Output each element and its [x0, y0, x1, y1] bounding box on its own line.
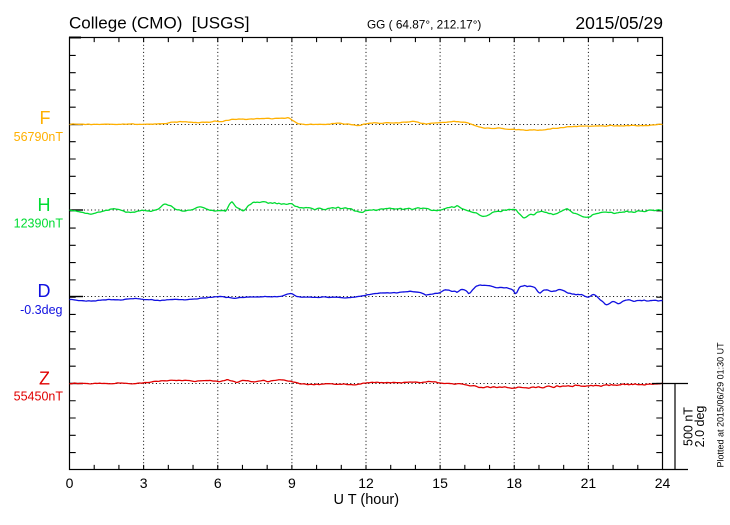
svg-text:9: 9 — [288, 475, 296, 491]
svg-text:U T (hour): U T (hour) — [334, 492, 400, 508]
svg-text:2015/05/29: 2015/05/29 — [575, 13, 663, 33]
svg-text:-0.3deg: -0.3deg — [20, 303, 62, 317]
svg-text:21: 21 — [581, 475, 597, 491]
svg-text:F: F — [40, 108, 51, 128]
svg-text:Z: Z — [39, 368, 50, 388]
svg-text:18: 18 — [506, 475, 522, 491]
svg-text:12: 12 — [358, 475, 374, 491]
svg-text:D: D — [38, 281, 51, 301]
svg-text:Plotted at 2015/06/29 01:30 UT: Plotted at 2015/06/29 01:30 UT — [716, 342, 726, 468]
svg-text:3: 3 — [140, 475, 148, 491]
svg-text:GG ( 64.87°, 212.17°): GG ( 64.87°, 212.17°) — [367, 18, 481, 32]
svg-text:24: 24 — [655, 475, 671, 491]
svg-text:H: H — [38, 195, 51, 215]
svg-text:15: 15 — [432, 475, 448, 491]
svg-text:0: 0 — [66, 475, 74, 491]
svg-text:College (CMO) [USGS]: College (CMO) [USGS] — [69, 14, 249, 33]
svg-text:6: 6 — [214, 475, 222, 491]
svg-text:500 nT: 500 nT — [682, 407, 696, 446]
svg-text:55450nT: 55450nT — [14, 390, 64, 404]
svg-text:12390nT: 12390nT — [14, 217, 64, 231]
svg-text:2.0 deg: 2.0 deg — [693, 406, 707, 448]
svg-text:56790nT: 56790nT — [14, 130, 64, 144]
